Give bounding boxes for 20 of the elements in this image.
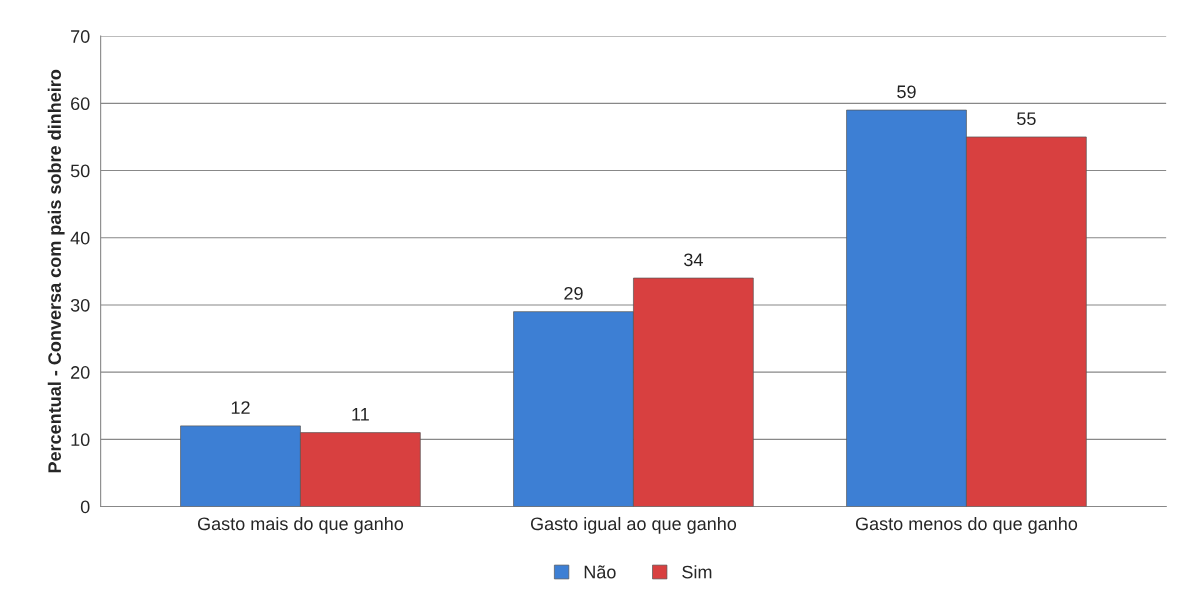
data-label: 11 xyxy=(352,408,369,421)
data-label: 59 xyxy=(897,85,916,99)
data-label: 55 xyxy=(1017,112,1036,126)
y-tick-label: 0 xyxy=(80,500,90,514)
y-tick-label: 40 xyxy=(70,231,90,245)
x-tick-label: Gasto igual ao que ganho xyxy=(530,516,737,534)
y-tick-label: 60 xyxy=(71,97,90,111)
x-tick-label: Gasto menos do que ganho xyxy=(855,516,1078,534)
legend-label: Sim xyxy=(682,565,712,579)
legend-label: Não xyxy=(584,565,616,579)
data-label: 12 xyxy=(231,401,250,414)
y-tick-label: 50 xyxy=(70,164,90,178)
y-tick-label: 20 xyxy=(71,366,90,379)
data-label: 34 xyxy=(684,253,703,267)
y-tick-label: 30 xyxy=(70,298,90,312)
y-tick-label: 10 xyxy=(71,433,90,447)
y-axis-title: Percentual - Conversa com pais sobre dinheiro xyxy=(47,69,65,473)
x-tick-label: Gasto mais do que ganho xyxy=(197,516,404,534)
y-tick-label: 70 xyxy=(71,30,90,43)
data-label: 29 xyxy=(564,286,583,300)
